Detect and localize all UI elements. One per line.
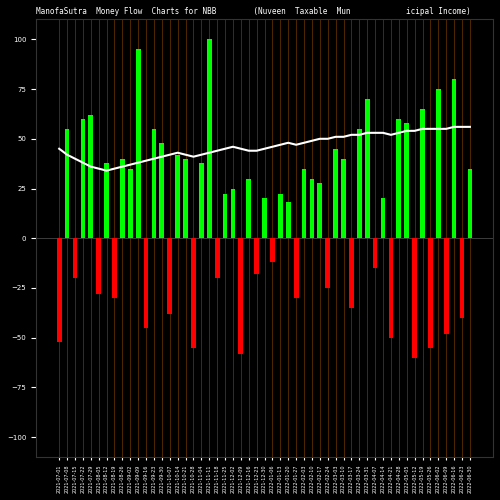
Bar (326, 238, 330, 288)
Bar (238, 238, 243, 354)
Bar (112, 238, 117, 298)
Bar (318, 182, 322, 238)
Bar (310, 178, 314, 238)
Bar (168, 238, 172, 314)
Bar (278, 194, 282, 238)
Bar (160, 143, 164, 238)
Bar (341, 158, 346, 238)
Bar (349, 238, 354, 308)
Bar (420, 109, 425, 238)
Bar (222, 194, 228, 238)
Bar (144, 238, 148, 328)
Bar (246, 178, 251, 238)
Bar (286, 202, 290, 238)
Bar (120, 158, 124, 238)
Bar (207, 40, 212, 238)
Bar (302, 168, 306, 238)
Bar (176, 154, 180, 238)
Bar (444, 238, 448, 334)
Bar (468, 168, 472, 238)
Bar (380, 198, 386, 238)
Bar (294, 238, 298, 298)
Bar (152, 129, 156, 238)
Bar (460, 238, 464, 318)
Bar (412, 238, 417, 358)
Text: ManofaSutra  Money Flow  Charts for NBB        (Nuveen  Taxable  Mun            : ManofaSutra Money Flow Charts for NBB (N… (36, 7, 471, 16)
Bar (396, 119, 401, 238)
Bar (452, 79, 456, 238)
Bar (404, 123, 409, 238)
Bar (64, 129, 70, 238)
Bar (254, 238, 259, 274)
Bar (357, 129, 362, 238)
Bar (373, 238, 378, 268)
Bar (96, 238, 101, 294)
Bar (428, 238, 433, 348)
Bar (88, 115, 93, 238)
Bar (436, 89, 440, 238)
Bar (262, 198, 267, 238)
Bar (215, 238, 220, 278)
Bar (183, 158, 188, 238)
Bar (230, 188, 235, 238)
Bar (334, 148, 338, 238)
Bar (388, 238, 394, 338)
Bar (270, 238, 275, 262)
Bar (199, 162, 203, 238)
Bar (57, 238, 62, 342)
Bar (136, 50, 140, 238)
Bar (128, 168, 132, 238)
Bar (72, 238, 78, 278)
Bar (191, 238, 196, 348)
Bar (80, 119, 86, 238)
Bar (365, 99, 370, 238)
Bar (104, 162, 109, 238)
